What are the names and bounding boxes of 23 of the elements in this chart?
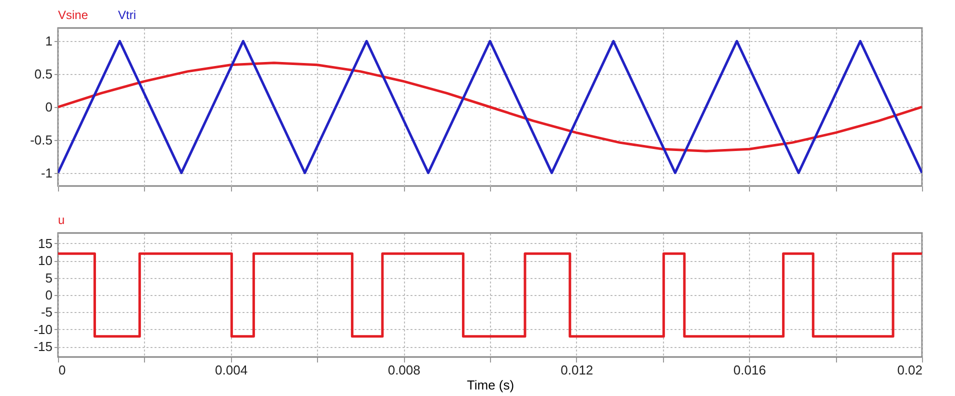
- x-tick-label: 0: [58, 362, 66, 378]
- y-tick-label: -15: [34, 339, 52, 354]
- y-tick-label: 1: [45, 34, 52, 49]
- y-tick-label: 0.5: [34, 66, 52, 82]
- text: u: [58, 213, 65, 227]
- series-label: Vtri: [118, 8, 136, 22]
- x-axis-title: Time (s): [466, 378, 514, 392]
- y-tick-label: -5: [40, 304, 52, 320]
- x-tick-label: 0.008: [388, 362, 420, 378]
- y-tick-label: 5: [45, 270, 52, 286]
- y-tick-label: 15: [38, 236, 52, 251]
- text: Vsine: [58, 8, 88, 22]
- y-tick-label: 0: [45, 288, 52, 302]
- y-tick-label: -1: [40, 165, 52, 180]
- y-tick-label: 0: [45, 100, 52, 114]
- x-tick-label: 0.016: [733, 362, 766, 378]
- y-tick-label: -0.5: [30, 132, 52, 148]
- line-series: [58, 62, 922, 152]
- y-tick-label: 10: [38, 253, 52, 268]
- x-tick-label: 0.02: [897, 362, 922, 378]
- x-tick-label: 0.004: [215, 362, 248, 378]
- y-tick-label: -10: [34, 322, 52, 337]
- x-tick-label: 0.012: [560, 362, 594, 378]
